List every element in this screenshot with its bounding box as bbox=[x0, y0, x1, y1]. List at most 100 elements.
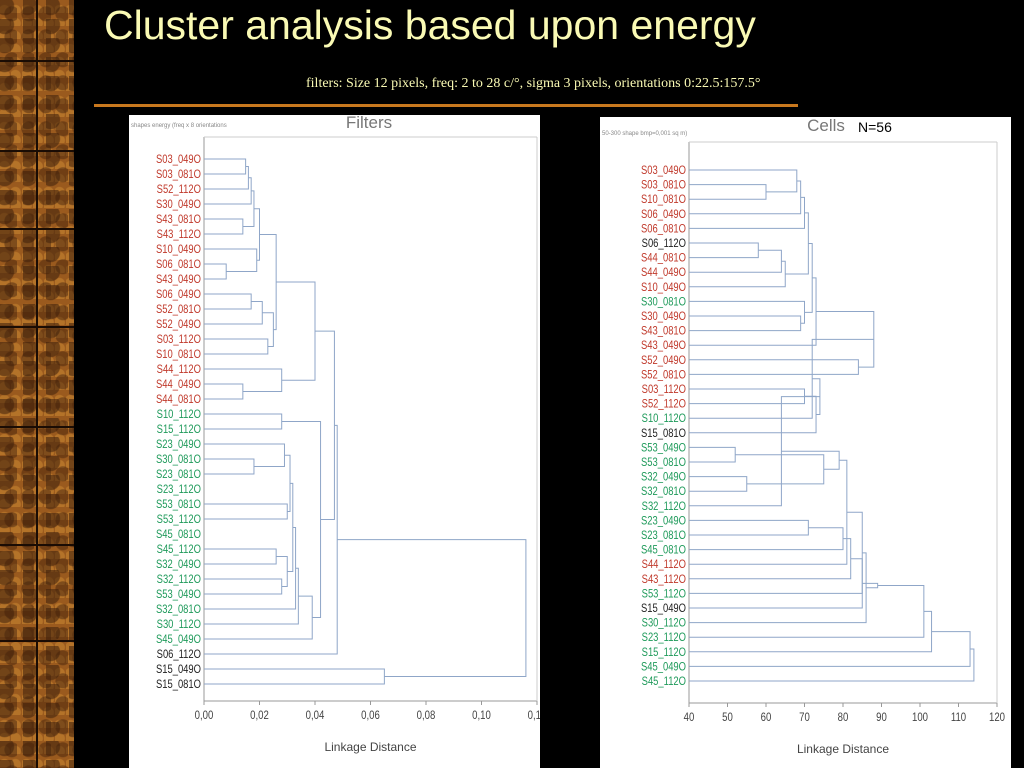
leaf-label: S15_049O bbox=[156, 663, 201, 676]
x-tick-label: 0,12 bbox=[528, 709, 540, 722]
leaf-label: S03_049O bbox=[156, 153, 201, 166]
leaf-label: S30_049O bbox=[641, 310, 686, 323]
filters-dendrogram-panel: Filters shapes energy (freq x 8 orientati… bbox=[129, 115, 540, 768]
dendrogram-link bbox=[689, 648, 975, 682]
dendrogram-link bbox=[689, 180, 802, 215]
dendrogram-link bbox=[689, 558, 863, 609]
leaf-label: S15_112O bbox=[157, 423, 201, 436]
x-tick-label: 0,06 bbox=[361, 709, 380, 722]
leaf-label: S10_112O bbox=[157, 408, 201, 421]
leaf-label: S30_112O bbox=[642, 617, 686, 630]
leaf-label: S52_049O bbox=[641, 354, 686, 367]
dendrogram-link bbox=[689, 511, 863, 594]
dendrogram-link bbox=[781, 450, 840, 470]
slide-title: Cluster analysis based upon energy bbox=[104, 2, 756, 48]
leaf-label: S43_081O bbox=[641, 325, 686, 338]
x-tick-label: 0,04 bbox=[306, 709, 325, 722]
leaf-label: S06_049O bbox=[641, 208, 686, 221]
dendrogram-link bbox=[689, 446, 736, 463]
x-tick-label: 0,00 bbox=[195, 709, 214, 722]
panel-header: Cells bbox=[807, 117, 845, 135]
x-tick-label: 40 bbox=[684, 711, 695, 724]
x-tick-label: 100 bbox=[912, 711, 928, 724]
dendrogram-link bbox=[689, 260, 786, 288]
x-tick-label: 0,02 bbox=[250, 709, 269, 722]
leaf-label: S44_049O bbox=[156, 378, 201, 391]
dendrogram-link bbox=[204, 218, 244, 235]
dendrogram-link bbox=[287, 482, 294, 572]
dendrogram-link bbox=[204, 548, 277, 565]
leaf-label: S10_049O bbox=[641, 281, 686, 294]
panel-header-small: 50-300 shape bmp=0,001 sq m) bbox=[602, 131, 687, 137]
leaf-label: S15_081O bbox=[641, 427, 686, 440]
leaf-label: S32_049O bbox=[641, 471, 686, 484]
dendrogram-link bbox=[204, 338, 269, 355]
leaf-label: S44_112O bbox=[157, 363, 201, 376]
leaf-label: S45_112O bbox=[157, 543, 201, 556]
leaf-label: S30_112O bbox=[157, 618, 201, 631]
dendrogram-link bbox=[689, 315, 802, 332]
leaf-label: S23_081O bbox=[641, 529, 686, 542]
leaf-label: S03_049O bbox=[641, 164, 686, 177]
dendrogram-link bbox=[812, 378, 821, 416]
dendrogram-link bbox=[281, 421, 322, 619]
dendrogram-link bbox=[689, 610, 933, 653]
dendrogram-link bbox=[204, 383, 244, 400]
leaf-label: S53_112O bbox=[157, 513, 201, 526]
leaf-label: S52_112O bbox=[642, 398, 686, 411]
panel-header-small: shapes energy (freq x 8 orientations bbox=[131, 123, 227, 129]
leaf-label: S43_081O bbox=[156, 213, 201, 226]
x-tick-label: 70 bbox=[799, 711, 810, 724]
dendrogram-link bbox=[735, 454, 825, 485]
title-divider bbox=[94, 104, 798, 107]
leaf-label: S32_112O bbox=[642, 500, 686, 513]
leaf-label: S52_112O bbox=[157, 183, 201, 196]
leaf-label: S23_049O bbox=[156, 438, 201, 451]
x-tick-label: 80 bbox=[838, 711, 849, 724]
dendrogram-link bbox=[689, 359, 859, 375]
dendrogram-link bbox=[689, 196, 805, 229]
dendrogram-link bbox=[284, 454, 291, 512]
dendrogram-link bbox=[204, 526, 297, 610]
dendrogram-link bbox=[204, 301, 263, 325]
dendrogram-link bbox=[689, 249, 782, 273]
dendrogram-link bbox=[689, 476, 748, 492]
dendrogram-link bbox=[204, 503, 288, 520]
leaf-label: S10_081O bbox=[156, 348, 201, 361]
leaf-label: S15_081O bbox=[156, 678, 201, 691]
leaf-label: S06_049O bbox=[156, 288, 201, 301]
leaf-label: S23_112O bbox=[642, 631, 686, 644]
leaf-label: S53_049O bbox=[156, 588, 201, 601]
decorative-side-strip bbox=[0, 0, 74, 768]
dendrogram-link bbox=[689, 395, 817, 434]
dendrogram-link bbox=[204, 158, 247, 175]
dendrogram-link bbox=[204, 567, 299, 625]
leaf-label: S45_049O bbox=[641, 661, 686, 674]
leaf-label: S15_049O bbox=[641, 602, 686, 615]
dendrogram-link bbox=[204, 424, 338, 655]
slide-subtitle: filters: Size 12 pixels, freq: 2 to 28 c… bbox=[306, 76, 761, 91]
x-tick-label: 0,08 bbox=[417, 709, 436, 722]
leaf-label: S44_112O bbox=[642, 558, 686, 571]
leaf-label: S10_112O bbox=[642, 412, 686, 425]
leaf-label: S03_112O bbox=[642, 383, 686, 396]
dendrogram-link bbox=[689, 538, 852, 580]
leaf-label: S06_112O bbox=[642, 237, 686, 250]
x-tick-label: 0,10 bbox=[472, 709, 491, 722]
dendrogram-link bbox=[689, 519, 809, 536]
leaf-label: S45_112O bbox=[642, 675, 686, 688]
x-tick-label: 120 bbox=[989, 711, 1005, 724]
dendrogram-link bbox=[242, 190, 255, 227]
leaf-label: S06_112O bbox=[157, 648, 201, 661]
leaf-label: S32_112O bbox=[157, 573, 201, 586]
leaf-label: S06_081O bbox=[641, 223, 686, 236]
leaf-label: S53_112O bbox=[642, 588, 686, 601]
dendrogram-link bbox=[689, 300, 805, 324]
x-tick-label: 60 bbox=[761, 711, 772, 724]
leaf-label: S43_112O bbox=[642, 573, 686, 586]
x-tick-label: 90 bbox=[876, 711, 887, 724]
leaf-label: S52_081O bbox=[156, 303, 201, 316]
x-tick-label: 110 bbox=[951, 711, 966, 724]
leaf-label: S52_081O bbox=[641, 369, 686, 382]
leaf-label: S43_049O bbox=[156, 273, 201, 286]
